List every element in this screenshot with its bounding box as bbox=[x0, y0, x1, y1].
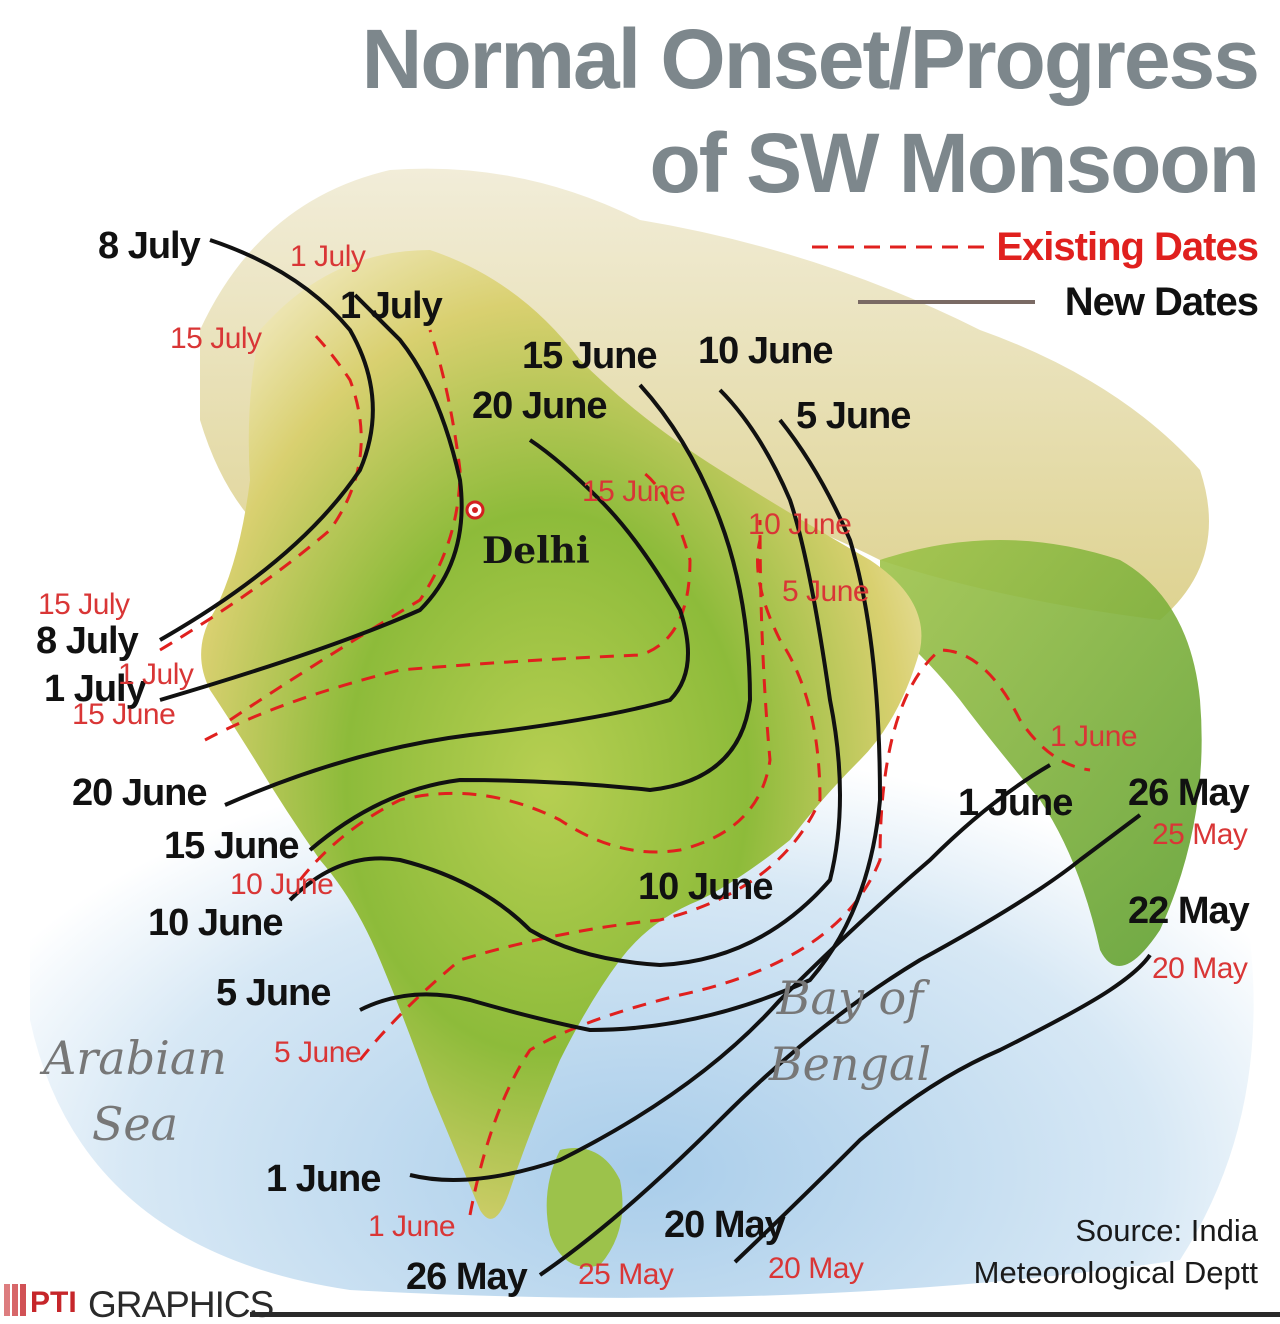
existing-date-label: 5 June bbox=[782, 575, 870, 608]
existing-date-label: 25 May bbox=[1152, 818, 1248, 851]
new-line-10-june-north bbox=[288, 388, 842, 968]
existing-line-1-july bbox=[229, 329, 462, 722]
existing-date-label: 15 July bbox=[170, 322, 262, 355]
new-date-label: 15 June bbox=[164, 825, 300, 867]
existing-line-1-june bbox=[468, 648, 1091, 1216]
new-date-label: 1 July bbox=[44, 668, 147, 710]
title-line-2: of SW Monsoon bbox=[649, 116, 1260, 210]
new-date-label: 26 May bbox=[1128, 772, 1250, 814]
new-line-1-july bbox=[159, 293, 464, 702]
bottom-rule bbox=[250, 1312, 1280, 1317]
new-date-label: 8 July bbox=[98, 225, 201, 267]
new-line-1-june bbox=[409, 763, 1052, 1182]
new-date-label: 5 June bbox=[796, 395, 911, 437]
new-date-label: 5 June bbox=[216, 972, 331, 1014]
pti-logo-text: PTI bbox=[30, 1286, 77, 1318]
new-line-5-june bbox=[359, 418, 883, 1033]
new-date-label: 15 June bbox=[522, 335, 658, 377]
new-line-22-may bbox=[733, 953, 1152, 1264]
existing-date-label: 15 July bbox=[38, 588, 130, 621]
existing-date-label: 15 June bbox=[72, 698, 176, 731]
new-line-26-may bbox=[538, 813, 1142, 1277]
existing-date-label: 1 June bbox=[1050, 720, 1138, 753]
existing-date-label: 20 May bbox=[1152, 952, 1248, 985]
new-date-label: 1 June bbox=[958, 782, 1073, 824]
source-note: Source: India Meteorological Deptt bbox=[973, 1213, 1258, 1290]
new-date-label: 1 June bbox=[266, 1158, 381, 1200]
existing-date-label: 15 June bbox=[582, 475, 686, 508]
new-date-label: 10 June bbox=[698, 330, 834, 372]
new-line-8-july bbox=[159, 238, 375, 642]
legend-existing-label: Existing Dates bbox=[996, 225, 1259, 269]
existing-line-5-june bbox=[358, 539, 822, 1061]
new-date-label: 8 July bbox=[36, 620, 139, 662]
delhi-marker-dot bbox=[472, 507, 478, 513]
eastern-land bbox=[880, 540, 1202, 966]
new-dates-lines bbox=[159, 238, 1152, 1277]
existing-date-label: 1 July bbox=[290, 240, 366, 273]
existing-date-label: 1 July bbox=[118, 658, 194, 691]
title-line-1: Normal Onset/Progress bbox=[361, 12, 1260, 106]
city-label-delhi: Delhi bbox=[482, 530, 590, 572]
new-date-label: 22 May bbox=[1128, 890, 1250, 932]
new-line-15-june bbox=[308, 383, 753, 852]
new-date-label: 20 May bbox=[664, 1204, 786, 1246]
existing-dates-lines bbox=[159, 328, 1091, 1216]
existing-date-label: 10 June bbox=[748, 508, 852, 541]
existing-line-15-june bbox=[204, 468, 692, 742]
sea-label-arabian: Arabian Sea bbox=[43, 1031, 227, 1151]
new-date-label: 1 July bbox=[340, 285, 443, 327]
new-date-label: 10 June bbox=[638, 866, 774, 908]
existing-line-15-july bbox=[159, 328, 363, 652]
legend-new-label: New Dates bbox=[1064, 280, 1259, 324]
existing-date-label: 1 June bbox=[368, 1210, 456, 1243]
existing-date-label: 10 June bbox=[230, 868, 334, 901]
new-date-label: 10 June bbox=[148, 902, 284, 944]
sea-label-bay-of-bengal: Bay of Bengal bbox=[768, 971, 932, 1091]
credit-label: GRAPHICS bbox=[88, 1284, 274, 1324]
sri-lanka bbox=[546, 1148, 623, 1267]
new-line-20-june bbox=[224, 438, 690, 807]
india-landmass bbox=[201, 250, 922, 1219]
existing-line-10-june bbox=[298, 519, 772, 881]
pti-logo: PTI bbox=[4, 1284, 77, 1318]
new-date-label: 20 June bbox=[472, 385, 608, 427]
new-date-label: 26 May bbox=[406, 1256, 528, 1298]
existing-date-label: 20 May bbox=[768, 1252, 864, 1285]
new-date-label: 20 June bbox=[72, 772, 208, 814]
existing-date-label: 5 June bbox=[274, 1036, 362, 1069]
existing-date-label: 25 May bbox=[578, 1258, 674, 1291]
